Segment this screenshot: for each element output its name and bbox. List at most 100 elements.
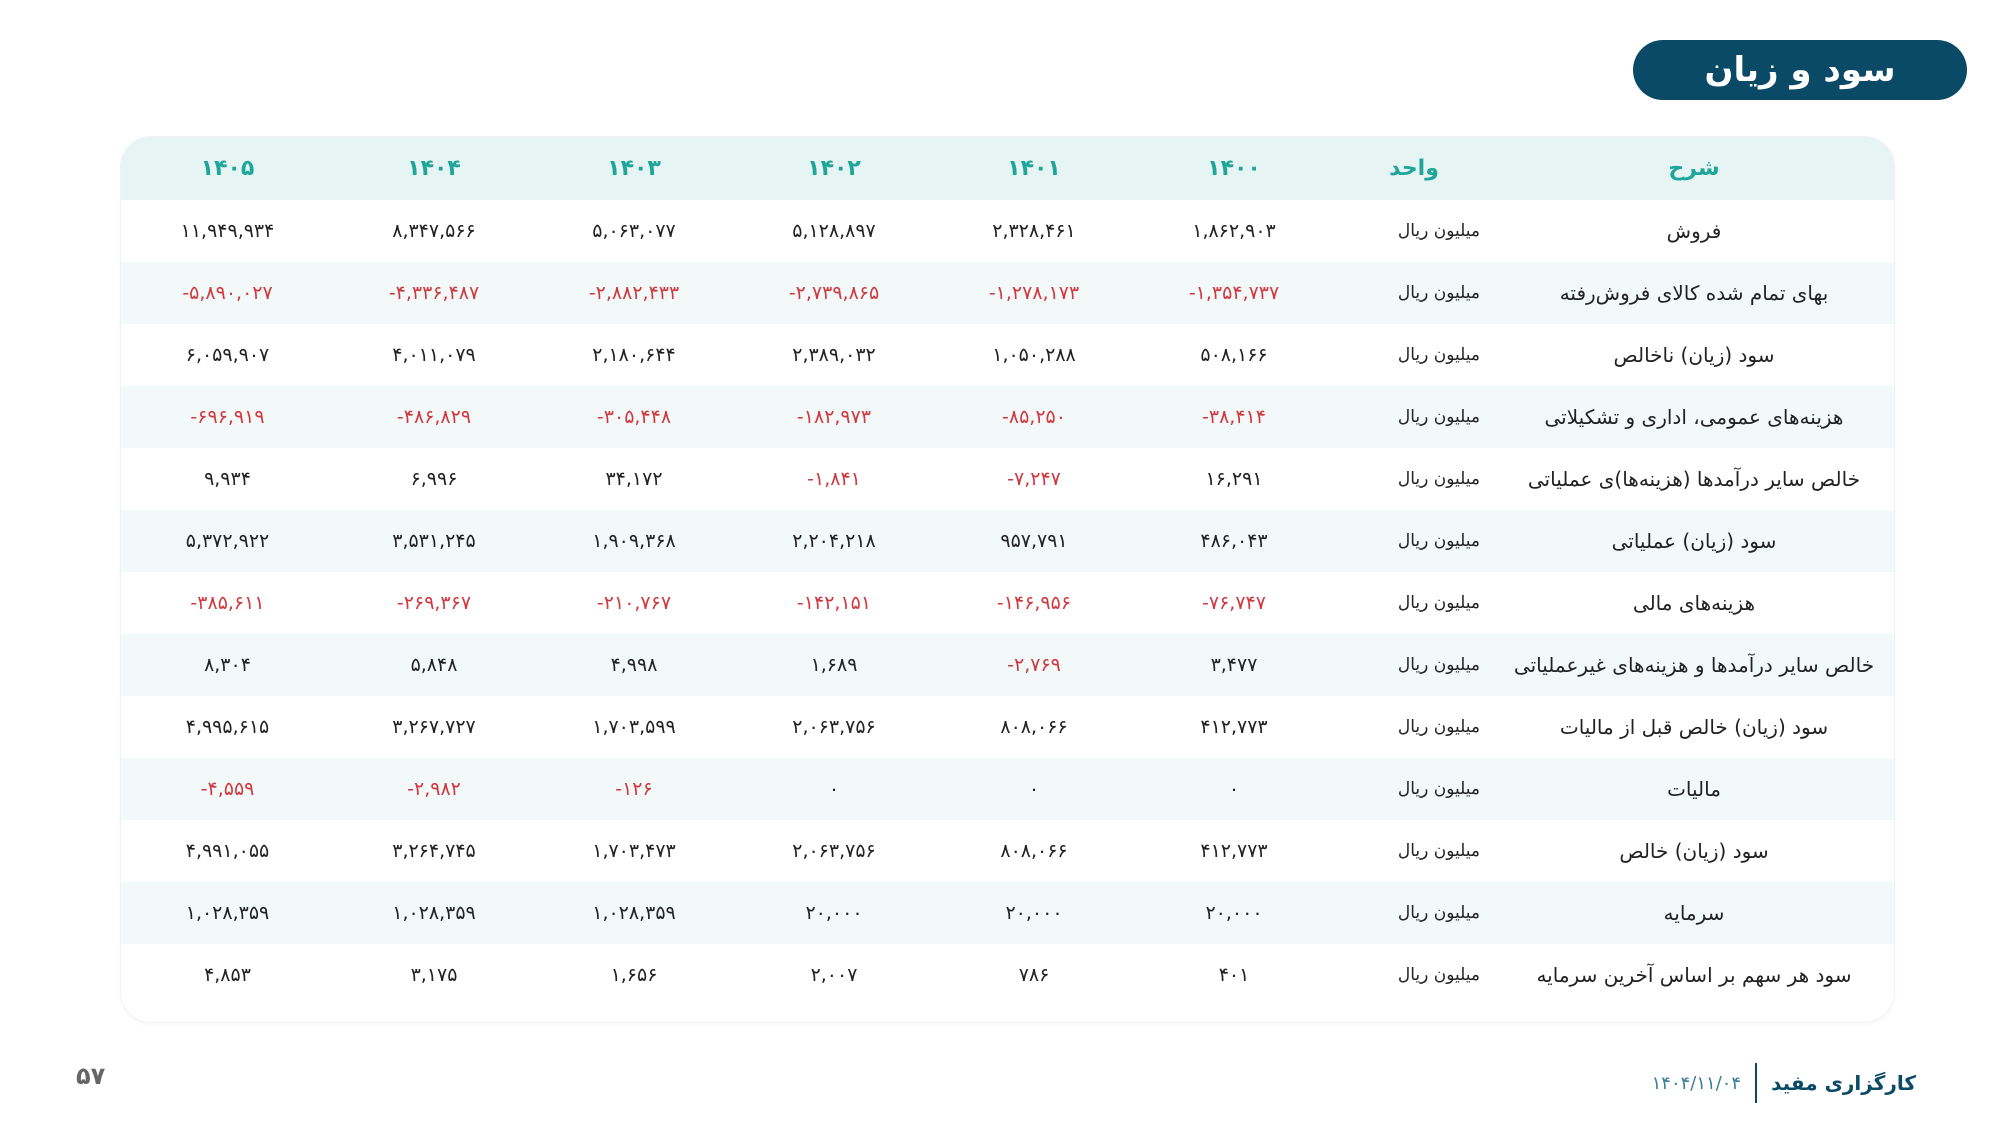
table-row: هزینه‌های مالی میلیون ریال -۷۶,۷۴۷ -۱۴۶,۹۵۶… [121,572,1894,634]
value-cell: ۱,۰۲۸,۳۵۹ [592,902,676,924]
value-cell: ۴,۹۹۵,۶۱۵ [185,716,270,738]
value-cell: -۷۶,۷۴۷ [1202,592,1266,614]
value-cell: -۳۸,۴۱۴ [1202,406,1266,428]
value-cell: -۵,۸۹۰,۰۲۷ [182,282,273,304]
value-cell: ۲,۲۰۴,۲۱۸ [792,530,876,552]
value-cell: ۱,۷۰۳,۴۷۳ [592,840,676,862]
value-cell: ۲,۰۶۳,۷۵۶ [792,840,876,862]
value-cell: -۱۲۶ [615,778,653,800]
value-cell: ۴,۰۱۱,۰۷۹ [392,344,476,366]
value-cell: ۵,۰۶۳,۰۷۷ [592,220,676,242]
value-cell: ۳۴,۱۷۲ [605,468,663,490]
value-cell: -۱۴۲,۱۵۱ [796,592,872,614]
profit-loss-table-card: شرح واحد ۱۴۰۰ ۱۴۰۱ ۱۴۰۲ ۱۴۰۳ ۱۴۰۴ ۱۴۰۵ ف… [121,137,1894,1022]
value-cell: -۱,۸۴۱ [807,468,861,490]
value-cell: ۱,۹۰۹,۳۶۸ [592,530,676,552]
table-row: خالص سایر درآمدها (هزینه‌ها)ی عملیاتی میل… [121,448,1894,510]
value-cell: ۱,۷۰۳,۵۹۹ [592,716,676,738]
table-row: سود (زیان) خالص قبل از مالیات میلیون ریال… [121,696,1894,758]
row-description: سرمایه [1663,901,1725,925]
header-year: ۱۴۰۲ [807,156,861,181]
value-cell: -۱۴۶,۹۵۶ [996,592,1072,614]
value-cell: ۲,۰۰۷ [810,964,858,986]
value-cell: ۶,۹۹۶ [410,468,458,490]
row-description: بهای تمام شده کالای فروش‌رفته [1559,281,1829,305]
value-cell: ۴۸۶,۰۴۳ [1200,530,1268,552]
page-title: سود و زیان [1633,40,1967,100]
value-cell: ۴,۸۵۳ [204,964,251,986]
row-unit: میلیون ریال [1397,903,1480,923]
header-year: ۱۴۰۴ [407,156,461,181]
value-cell: ۲۰,۰۰۰ [805,902,863,924]
footer: کارگزاری مفید ۱۴۰۴/۱۱/۰۴ [1652,1061,1916,1105]
value-cell: ۳,۴۷۷ [1210,654,1258,676]
value-cell: ۱,۰۲۸,۳۵۹ [392,902,476,924]
value-cell: ۲,۰۶۳,۷۵۶ [792,716,876,738]
footer-divider [1755,1063,1758,1103]
table-row: سرمایه میلیون ریال ۲۰,۰۰۰ ۲۰,۰۰۰ ۲۰,۰۰۰ ۱,۰۲۸… [121,882,1894,944]
value-cell: ۰ [1228,778,1240,800]
profit-loss-table: شرح واحد ۱۴۰۰ ۱۴۰۱ ۱۴۰۲ ۱۴۰۳ ۱۴۰۴ ۱۴۰۵ ف… [121,137,1894,1006]
value-cell: ۱۶,۲۹۱ [1205,468,1263,490]
table-row: سود هر سهم بر اساس آخرین سرمایه میلیون ری… [121,944,1894,1006]
table-row: بهای تمام شده کالای فروش‌رفته میلیون ریال… [121,262,1894,324]
header-year: ۱۴۰۱ [1007,156,1061,181]
value-cell: -۴,۳۳۶,۴۸۷ [388,282,480,304]
brand-name: کارگزاری مفید [1771,1071,1916,1095]
value-cell: -۶۹۶,۹۱۹ [190,406,265,428]
value-cell: ۲,۳۸۹,۰۳۲ [792,344,876,366]
value-cell: ۲۰,۰۰۰ [1205,902,1263,924]
value-cell: ۸,۳۴۷,۵۶۶ [392,220,476,242]
value-cell: ۴,۹۹۸ [610,654,658,676]
value-cell: ۴۱۲,۷۷۳ [1200,840,1268,862]
value-cell: ۱,۶۵۶ [610,964,658,986]
value-cell: ۴۱۲,۷۷۳ [1200,716,1268,738]
value-cell: -۲,۷۳۹,۸۶۵ [788,282,880,304]
value-cell: ۱,۰۲۸,۳۵۹ [185,902,270,924]
value-cell: ۵۰۸,۱۶۶ [1200,344,1268,366]
row-unit: میلیون ریال [1397,965,1480,985]
value-cell: -۲۶۹,۳۶۷ [396,592,472,614]
value-cell: ۸۰۸,۰۶۶ [1000,716,1068,738]
row-unit: میلیون ریال [1397,469,1480,489]
table-row: مالیات میلیون ریال ۰ ۰ ۰ -۱۲۶ -۲,۹۸۲ -۴,۵۵۹ [121,758,1894,820]
value-cell: ۰ [1028,778,1040,800]
row-unit: میلیون ریال [1397,593,1480,613]
report-date: ۱۴۰۴/۱۱/۰۴ [1651,1072,1742,1094]
value-cell: -۳۰۵,۴۴۸ [596,406,672,428]
header-year: ۱۴۰۰ [1207,156,1261,181]
value-cell: -۳۸۵,۶۱۱ [190,592,265,614]
value-cell: ۲,۱۸۰,۶۴۴ [592,344,676,366]
value-cell: ۹,۹۳۴ [204,468,251,490]
header-description: شرح [1668,156,1720,181]
page-number: ۵۷ [76,1062,106,1090]
header-year: ۱۴۰۵ [200,156,255,181]
row-description: خالص سایر درآمدها و هزینه‌های غیرعملیاتی [1513,653,1875,677]
row-unit: میلیون ریال [1397,531,1480,551]
table-row: هزینه‌های عمومی، اداری و تشکیلاتی میلیون … [121,386,1894,448]
row-description: هزینه‌های مالی [1632,591,1756,615]
value-cell: ۴,۹۹۱,۰۵۵ [185,840,270,862]
value-cell: -۷,۲۴۷ [1007,468,1061,490]
table-row: خالص سایر درآمدها و هزینه‌های غیرعملیاتی… [121,634,1894,696]
value-cell: ۵,۸۴۸ [410,654,458,676]
value-cell: ۵,۳۷۲,۹۲۲ [185,530,270,552]
row-description: خالص سایر درآمدها (هزینه‌ها)ی عملیاتی [1527,467,1861,491]
row-unit: میلیون ریال [1397,407,1480,427]
table-header-row: شرح واحد ۱۴۰۰ ۱۴۰۱ ۱۴۰۲ ۱۴۰۳ ۱۴۰۴ ۱۴۰۵ [121,137,1894,200]
value-cell: ۱,۶۸۹ [810,654,858,676]
value-cell: ۱۱,۹۴۹,۹۳۴ [180,220,275,242]
value-cell: -۲۱۰,۷۶۷ [596,592,672,614]
row-description: سود (زیان) خالص [1619,839,1769,863]
value-cell: ۳,۲۶۴,۷۴۵ [392,840,476,862]
value-cell: ۸۰۸,۰۶۶ [1000,840,1068,862]
header-unit: واحد [1389,156,1439,181]
value-cell: ۷۸۶ [1018,964,1050,986]
row-description: فروش [1666,219,1722,243]
table-row: فروش میلیون ریال ۱,۸۶۲,۹۰۳ ۲,۳۲۸,۴۶۱ ۵,۱۲۸,۸… [121,200,1894,262]
table-row: سود (زیان) ناخالص میلیون ریال ۵۰۸,۱۶۶ ۱,۰۵۰… [121,324,1894,386]
value-cell: -۱۸۲,۹۷۳ [796,406,872,428]
table-row: سود (زیان) عملیاتی میلیون ریال ۴۸۶,۰۴۳ ۹۵۷,… [121,510,1894,572]
value-cell: -۲,۷۶۹ [1007,654,1061,676]
value-cell: -۴,۵۵۹ [200,778,255,800]
